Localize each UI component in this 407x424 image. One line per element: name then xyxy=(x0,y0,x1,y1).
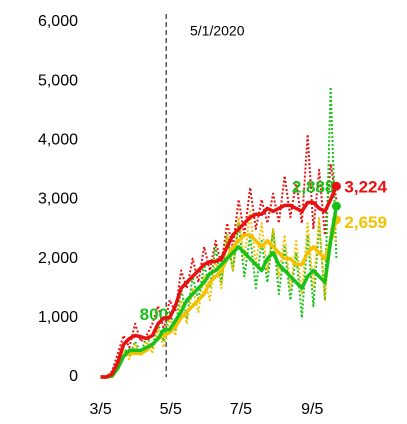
annotation: 5/1/2020 xyxy=(190,23,245,39)
average-line xyxy=(100,219,339,379)
average-line xyxy=(100,205,339,379)
y-tick-label: 1,000 xyxy=(38,309,78,326)
x-tick-label: 5/5 xyxy=(160,401,182,418)
y-tick-label: 3,000 xyxy=(38,191,78,208)
y-tick-label: 6,000 xyxy=(38,13,78,30)
y-tick-label: 4,000 xyxy=(38,132,78,149)
value-label: 800 xyxy=(140,305,168,324)
x-tick-label: 9/5 xyxy=(301,401,323,418)
x-tick-label: 7/5 xyxy=(230,401,252,418)
y-tick-label: 2,000 xyxy=(38,250,78,267)
average-line xyxy=(100,185,339,379)
end-dot xyxy=(331,201,341,211)
value-label: 3,224 xyxy=(344,178,387,197)
value-label: 2,659 xyxy=(344,213,387,232)
end-dot xyxy=(331,181,341,191)
y-tick-label: 0 xyxy=(69,368,78,385)
y-tick-label: 5,000 xyxy=(38,72,78,89)
value-label: 2,888 xyxy=(292,178,335,197)
daily-line xyxy=(100,133,338,378)
x-tick-label: 3/5 xyxy=(89,401,111,418)
daily-line xyxy=(100,86,338,378)
